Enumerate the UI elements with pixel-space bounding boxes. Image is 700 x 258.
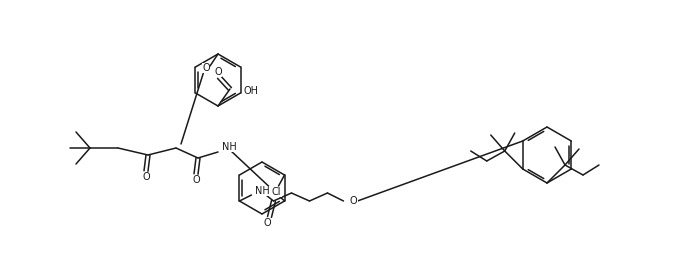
Text: NH: NH [222, 142, 237, 152]
Text: O: O [264, 218, 272, 228]
Text: O: O [193, 175, 200, 185]
Text: O: O [142, 172, 150, 182]
Text: Cl: Cl [272, 187, 281, 197]
Text: O: O [349, 196, 357, 206]
Text: O: O [202, 63, 210, 73]
Text: NH: NH [256, 186, 270, 196]
Text: O: O [214, 67, 222, 77]
Text: OH: OH [244, 86, 259, 96]
